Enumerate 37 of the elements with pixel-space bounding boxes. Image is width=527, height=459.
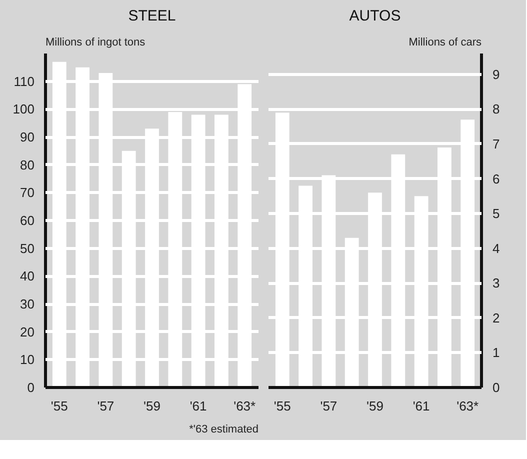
x-tick-label: '57 xyxy=(320,398,338,414)
chart-title: STEEL xyxy=(128,8,176,24)
text: *'63 estimated xyxy=(189,424,259,436)
y2-tick-label: 8 xyxy=(492,102,500,117)
y-tick-label: 90 xyxy=(20,130,35,144)
y-tick-label: 40 xyxy=(20,268,35,284)
x-tick-label: '59 xyxy=(144,398,160,414)
y-tick-label: 20 xyxy=(20,324,35,340)
chart-title: AUTOS xyxy=(349,8,401,24)
y-tick-label: 30 xyxy=(20,296,35,312)
x-tick-label: '61 xyxy=(412,398,430,414)
y-tick-label: 50 xyxy=(20,240,35,256)
y2-tick-label: 5 xyxy=(492,206,500,222)
x-tick-label: '55 xyxy=(274,398,291,414)
y2-tick-label: 4 xyxy=(492,240,500,256)
y-tick-label: 10 xyxy=(20,352,35,368)
y-tick-label: 80 xyxy=(20,157,35,172)
y2-tick-label: 1 xyxy=(492,345,500,360)
y2-axis-title: Millions of cars xyxy=(408,36,482,48)
y2-tick-label: 0 xyxy=(492,380,500,395)
x-tick-label: '57 xyxy=(97,398,114,414)
y2-tick-label: 6 xyxy=(492,171,500,186)
y2-tick-label: 9 xyxy=(492,66,500,82)
y2-tick-label: 2 xyxy=(492,310,500,326)
y-tick-label: 110 xyxy=(14,74,35,89)
x-tick-label: '55 xyxy=(50,398,68,414)
x-tick-label: '59 xyxy=(366,398,384,414)
y2-tick-label: 3 xyxy=(492,276,500,291)
y-tick-label: 70 xyxy=(20,185,35,200)
x-tick-label: '61 xyxy=(190,398,207,414)
x-tick-label: '63* xyxy=(456,398,479,414)
y-tick-label: 60 xyxy=(20,213,35,228)
y-tick-label: 100 xyxy=(12,102,35,117)
x-tick-label: '63* xyxy=(234,398,256,414)
y-tick-label: 0 xyxy=(27,380,35,395)
y-axis-title: Millions of ingot tons xyxy=(46,36,146,48)
y2-tick-label: 7 xyxy=(492,136,500,152)
